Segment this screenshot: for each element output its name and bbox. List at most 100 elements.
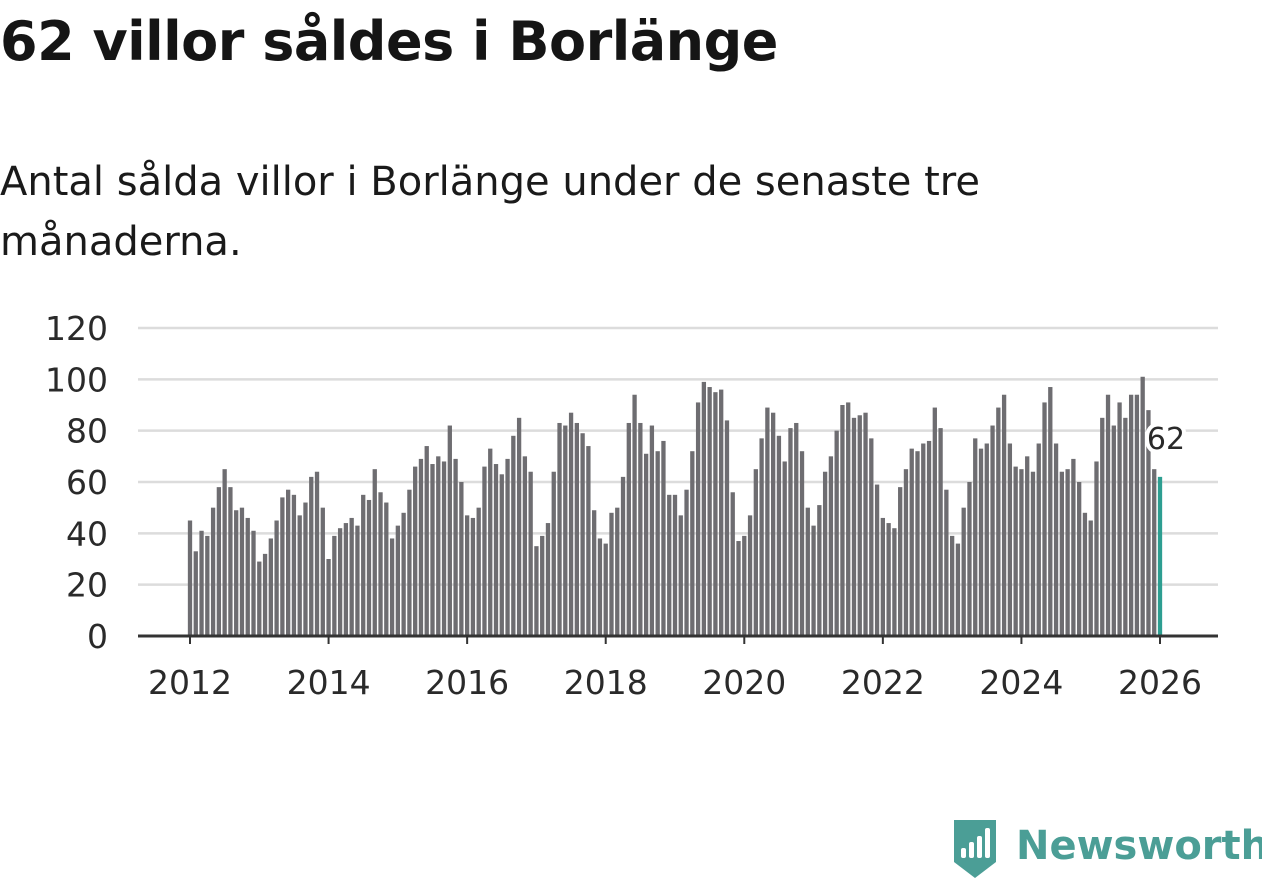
bar <box>661 440 666 636</box>
bar <box>747 515 753 636</box>
bar <box>534 546 539 636</box>
bar <box>1030 471 1036 636</box>
y-tick-label: 60 <box>66 463 108 502</box>
bar <box>874 484 880 636</box>
bar <box>239 507 245 636</box>
bar <box>880 517 886 636</box>
bar <box>643 453 649 636</box>
y-tick-label: 20 <box>66 566 108 605</box>
bar <box>724 420 730 636</box>
bar <box>551 471 556 636</box>
bar <box>1036 443 1041 636</box>
bar <box>932 407 937 636</box>
bar <box>447 425 452 636</box>
bar <box>516 417 522 636</box>
x-tick-label: 2012 <box>148 663 232 702</box>
bar <box>973 438 978 636</box>
bar <box>1053 443 1059 636</box>
bar <box>268 538 273 636</box>
bar <box>753 469 758 636</box>
bar <box>262 553 268 636</box>
bar <box>1128 394 1134 636</box>
y-axis-labels: 0 20 40 60 80 100 120 <box>45 309 108 656</box>
bar <box>574 422 579 636</box>
bar <box>1152 469 1157 636</box>
bar <box>892 528 897 636</box>
bar <box>782 461 787 636</box>
bar <box>343 523 349 636</box>
newsworthy-logo-icon <box>954 820 996 878</box>
bar <box>1146 410 1151 636</box>
bar <box>337 528 343 636</box>
bar <box>395 525 401 636</box>
bar <box>482 466 487 636</box>
bar <box>955 543 961 636</box>
bar <box>1019 469 1024 636</box>
x-axis-labels: 2012 2014 2016 2018 2020 2022 2024 2026 <box>148 636 1202 702</box>
bar <box>730 492 735 636</box>
bar <box>476 507 481 636</box>
bar <box>667 494 672 636</box>
bar <box>1013 466 1018 636</box>
x-tick-label: 2018 <box>564 663 648 702</box>
bar <box>869 438 874 636</box>
bar <box>540 535 545 636</box>
bar <box>453 458 458 636</box>
bar <box>563 425 568 636</box>
bar <box>297 515 302 636</box>
bar <box>851 417 857 636</box>
bar <box>736 541 741 636</box>
bar <box>234 510 239 636</box>
bar <box>332 535 337 636</box>
bar <box>424 446 429 636</box>
bar <box>309 476 314 636</box>
bar <box>742 535 747 636</box>
bar <box>603 543 608 636</box>
bar <box>464 515 470 636</box>
bar <box>834 430 839 636</box>
bar <box>984 443 989 636</box>
bar <box>1059 471 1064 636</box>
bar <box>938 428 943 636</box>
bar <box>1082 512 1088 636</box>
bar <box>320 507 325 636</box>
bar <box>366 499 372 636</box>
bar <box>187 520 193 636</box>
bar <box>719 389 724 636</box>
bar <box>361 494 366 636</box>
bar <box>776 435 782 636</box>
bar <box>413 466 418 636</box>
bar <box>817 505 822 636</box>
bar <box>592 510 597 636</box>
bar <box>557 422 562 636</box>
brand-name: Newsworthy <box>1016 823 1262 869</box>
bar <box>996 407 1001 636</box>
bar <box>389 538 395 636</box>
bar <box>349 517 354 636</box>
bar <box>199 530 204 636</box>
bar <box>436 456 441 636</box>
bar <box>205 535 210 636</box>
x-tick-label: 2026 <box>1118 663 1202 702</box>
bar <box>568 412 574 636</box>
bar <box>701 381 707 636</box>
bars <box>187 376 1163 636</box>
bar <box>384 502 389 636</box>
bar <box>626 422 631 636</box>
bar <box>378 492 383 636</box>
bar <box>695 402 701 636</box>
bar <box>499 474 504 636</box>
bar <box>846 402 851 636</box>
bar <box>228 487 233 636</box>
x-tick-label: 2020 <box>702 663 786 702</box>
bar <box>990 425 995 636</box>
bar <box>505 458 510 636</box>
bar <box>863 412 868 636</box>
y-tick-label: 0 <box>87 617 108 656</box>
bar <box>314 471 320 636</box>
bar <box>840 405 845 636</box>
bar <box>788 428 793 636</box>
bar <box>1157 476 1163 636</box>
bar <box>632 394 637 636</box>
bar <box>303 502 308 636</box>
